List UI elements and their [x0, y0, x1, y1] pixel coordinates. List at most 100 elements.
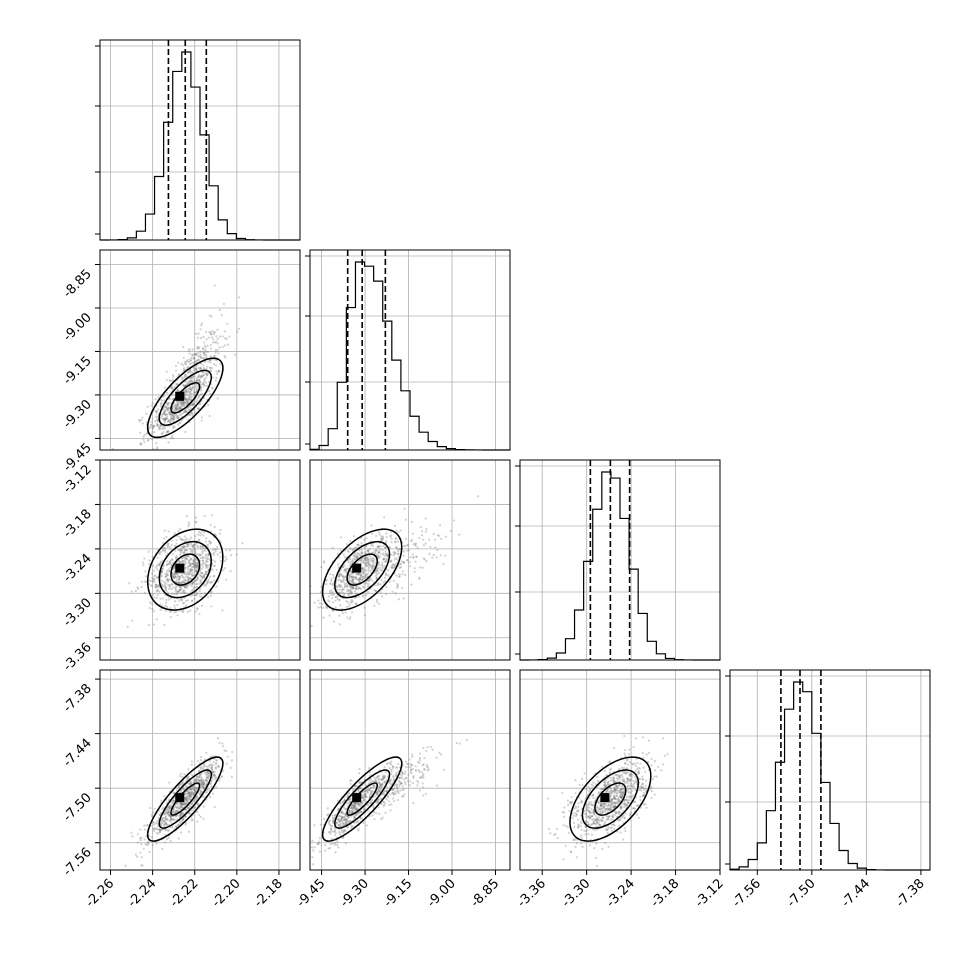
sample-point	[155, 422, 158, 425]
sample-point	[184, 549, 187, 552]
sample-point	[348, 594, 351, 597]
sample-point	[353, 582, 356, 585]
sample-point	[589, 816, 592, 819]
sample-point	[176, 383, 179, 386]
sample-point	[351, 580, 354, 583]
sample-point	[379, 783, 382, 786]
sample-point	[415, 555, 418, 558]
sample-point	[208, 389, 211, 393]
sample-point	[190, 791, 194, 794]
sample-point	[207, 596, 210, 599]
sample-point	[191, 568, 194, 571]
sample-point	[193, 806, 197, 809]
sample-point	[182, 545, 185, 548]
sample-point	[209, 366, 212, 369]
sample-point	[332, 582, 335, 585]
panel-frame	[99, 459, 301, 661]
sample-point	[327, 595, 330, 598]
sample-point	[149, 584, 152, 587]
sample-point	[190, 788, 193, 791]
sample-point	[174, 403, 177, 406]
sample-point	[612, 815, 615, 819]
sample-point	[391, 791, 395, 794]
sample-point	[153, 579, 156, 582]
sample-point	[365, 563, 368, 566]
sample-point	[388, 780, 392, 783]
sample-point	[159, 603, 162, 606]
sample-point	[187, 358, 190, 361]
sample-point	[367, 767, 371, 770]
sample-point	[332, 620, 336, 623]
sample-point	[191, 818, 194, 821]
sample-point	[190, 793, 193, 796]
sample-point	[215, 359, 218, 362]
sample-point	[332, 819, 335, 823]
sample-point	[207, 360, 210, 363]
sample-point	[174, 572, 177, 575]
density-layer	[111, 284, 241, 450]
sample-point	[195, 778, 198, 781]
sample-point	[353, 807, 356, 810]
sample-point	[317, 840, 321, 844]
sample-point	[196, 592, 199, 595]
sample-point	[373, 817, 376, 821]
sample-point	[161, 413, 165, 416]
sample-point	[177, 785, 180, 788]
sample-point	[186, 401, 189, 404]
sample-point	[197, 776, 200, 779]
sample-point	[165, 431, 168, 434]
sample-point	[197, 378, 200, 381]
sample-point	[178, 578, 181, 581]
sample-point	[409, 763, 412, 766]
sample-point	[632, 782, 635, 786]
sample-point	[181, 818, 184, 821]
sample-point	[371, 567, 374, 570]
sample-point	[193, 375, 196, 378]
sample-point	[404, 783, 407, 786]
sample-point	[204, 563, 207, 567]
sample-point	[350, 575, 353, 578]
sample-point	[153, 425, 156, 428]
sample-point	[159, 561, 163, 564]
sample-point	[145, 412, 148, 415]
sample-point	[390, 803, 393, 806]
sample-point	[161, 604, 164, 607]
sample-point	[367, 788, 371, 792]
sample-point	[167, 406, 171, 409]
sample-point	[593, 846, 596, 850]
sample-point	[390, 768, 393, 772]
sample-point	[208, 540, 212, 543]
sample-point	[422, 776, 425, 779]
sample-point	[341, 819, 344, 822]
sample-point	[334, 595, 338, 598]
sample-point	[338, 588, 341, 591]
sample-point	[186, 543, 189, 546]
sample-point	[574, 779, 577, 782]
sample-point	[381, 535, 384, 538]
sample-point	[163, 549, 167, 552]
sample-point	[202, 374, 205, 377]
sample-point	[373, 780, 376, 783]
sample-point	[171, 799, 174, 802]
sample-point	[328, 590, 332, 593]
sample-point	[357, 819, 360, 822]
sample-point	[327, 831, 331, 834]
sample-point	[398, 780, 401, 783]
sample-point	[360, 811, 363, 814]
sample-point	[189, 536, 193, 539]
sample-point	[625, 803, 628, 807]
sample-point	[198, 378, 201, 381]
sample-point	[355, 587, 358, 590]
sample-point	[366, 559, 369, 562]
sample-point	[164, 413, 167, 416]
sample-point	[193, 361, 196, 364]
sample-point	[383, 793, 386, 796]
sample-point	[153, 827, 157, 830]
sample-point	[417, 769, 421, 772]
sample-point	[397, 584, 400, 587]
sample-point	[326, 814, 329, 817]
sample-point	[206, 560, 209, 563]
sample-point	[189, 387, 192, 390]
sample-point	[213, 564, 216, 567]
sample-point	[174, 364, 178, 368]
